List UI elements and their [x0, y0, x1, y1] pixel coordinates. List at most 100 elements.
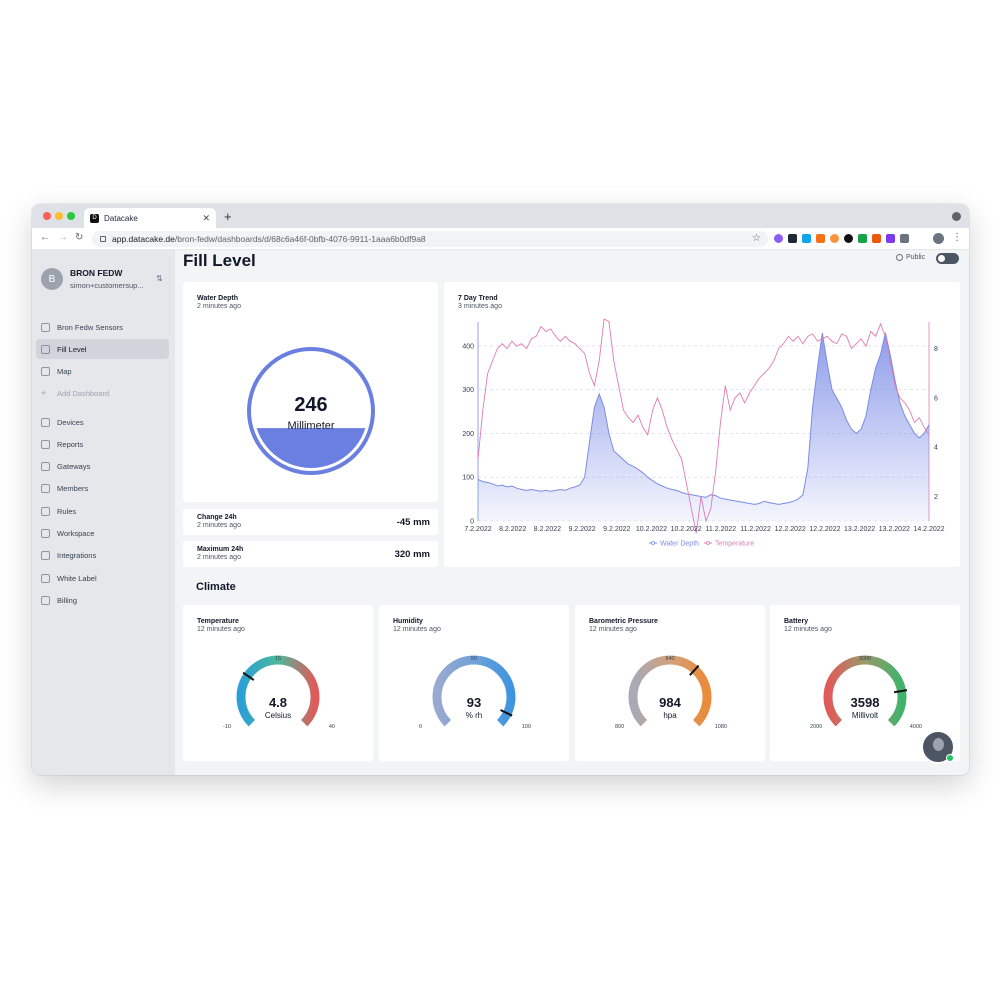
chart-icon [41, 366, 50, 376]
x-tick-label: 14.2.2022 [913, 526, 944, 533]
sidebar-item-rules[interactable]: Rules [36, 501, 169, 521]
tab-bar: D Datacake ✕ + [32, 204, 969, 228]
extension-icon[interactable] [844, 234, 853, 243]
gauge-min-label: 0 [419, 724, 423, 730]
legend-label[interactable]: Water Depth [660, 541, 699, 548]
maximum-24h-value: 320 mm [394, 549, 430, 560]
sidebar-item-integrations[interactable]: Integrations [36, 545, 169, 565]
bookmark-star-icon[interactable]: ☆ [752, 233, 761, 244]
sidebar-item-add-dashboard[interactable]: + Add Dashboard [36, 383, 169, 403]
gauge-mid-label: 15 [274, 656, 282, 662]
document-icon [41, 439, 50, 449]
extension-icon[interactable] [872, 234, 881, 243]
public-label: Public [906, 254, 926, 261]
reload-icon[interactable]: ↻ [75, 232, 84, 243]
x-tick-label: 12.2.2022 [809, 526, 840, 533]
water-depth-area [478, 332, 929, 521]
public-indicator: Public [896, 254, 925, 261]
sidebar-item-gateways[interactable]: Gateways [36, 456, 169, 476]
card-updated: 12 minutes ago [784, 626, 832, 633]
maximum-24h-card: Maximum 24h 2 minutes ago 320 mm [183, 541, 438, 567]
gauge-arc [628, 655, 712, 727]
climate-section-title: Climate [196, 581, 236, 593]
legend-label[interactable]: Temperature [715, 541, 754, 548]
lock-icon [100, 236, 106, 242]
y-left-tick-label: 300 [462, 387, 474, 394]
extension-icon[interactable] [774, 234, 783, 243]
workspace-switcher[interactable]: B BRON FEDW simon+customersup... [41, 268, 144, 290]
gauge-needle [500, 709, 513, 717]
sidebar-item-map[interactable]: Map [36, 361, 169, 381]
sidebar-item-label: Add Dashboard [57, 388, 110, 398]
antenna-icon [41, 461, 50, 471]
temperature-line [477, 318, 930, 534]
maximize-window-button[interactable] [67, 212, 75, 220]
toggle-knob [938, 255, 945, 262]
extension-icon[interactable] [802, 234, 811, 243]
public-toggle[interactable] [936, 253, 959, 264]
y-left-tick-label: 0 [470, 519, 474, 526]
y-right-tick-label: 2 [934, 494, 938, 501]
sidebar-item-devices[interactable]: Devices [36, 412, 169, 432]
legend-marker [651, 541, 655, 545]
gauge-mid-label: 50 [470, 656, 478, 662]
browser-tab[interactable]: D Datacake ✕ [84, 208, 216, 228]
sidebar-item-label: Gateways [57, 461, 91, 471]
gauge-max-label: 1080 [714, 724, 727, 730]
x-tick-label: 10.2.2022 [671, 526, 702, 533]
gauge-needle [242, 671, 255, 681]
tab-close-icon[interactable]: ✕ [202, 212, 210, 223]
browser-menu-icon[interactable]: ⋮ [952, 232, 962, 243]
gauge-needle [689, 664, 700, 676]
x-tick-label: 7.2.2022 [464, 526, 491, 533]
gauge-value: 984 [659, 695, 681, 710]
sidebar-item-workspace[interactable]: Workspace [36, 523, 169, 543]
support-chat-button[interactable] [921, 730, 955, 764]
tab-search-icon[interactable] [952, 212, 961, 221]
sidebar: B BRON FEDW simon+customersup... ⇅ Bron … [32, 250, 175, 775]
gauge-card-barometric-pressure: Barometric Pressure 12 minutes ago 984 hpa 8… [575, 605, 765, 761]
fill-level-gauge [247, 347, 375, 475]
gauge [236, 655, 320, 727]
forward-arrow-icon[interactable]: → [58, 232, 68, 243]
sidebar-item-white-label[interactable]: White Label [36, 568, 169, 588]
card-updated: 12 minutes ago [589, 626, 637, 633]
sidebar-item-reports[interactable]: Reports [36, 434, 169, 454]
chevron-updown-icon[interactable]: ⇅ [156, 274, 163, 283]
card-title: Water Depth [197, 295, 238, 302]
card-updated: 3 minutes ago [458, 303, 502, 310]
back-arrow-icon[interactable]: ← [40, 232, 50, 243]
extension-icon[interactable] [886, 234, 895, 243]
card-title: Maximum 24h [197, 546, 244, 553]
trend-chart[interactable]: 0 100 200 300 400 2 4 6 8 7.2.2022 8.2.2022 8.2.202… [444, 282, 960, 567]
minimize-window-button[interactable] [55, 212, 63, 220]
card-title: Humidity [393, 618, 423, 625]
gauge-min-label: 800 [615, 724, 625, 730]
sidebar-item-bron-fedw-sensors[interactable]: Bron Fedw Sensors [36, 317, 169, 337]
sidebar-item-label: White Label [57, 573, 97, 583]
sidebar-item-fill-level[interactable]: Fill Level [36, 339, 169, 359]
extension-icon[interactable] [788, 234, 797, 243]
gauge-unit: % rh [465, 711, 483, 720]
sidebar-item-members[interactable]: Members [36, 478, 169, 498]
building-icon [41, 528, 50, 538]
chart-icon [41, 344, 50, 354]
sidebar-item-label: Members [57, 483, 89, 493]
gauge-max-label: 4000 [909, 724, 922, 730]
x-tick-label: 11.2.2022 [706, 526, 737, 533]
extension-icon[interactable] [830, 234, 839, 243]
y-left-tick-label: 400 [462, 343, 474, 350]
sidebar-item-label: Rules [57, 506, 77, 516]
extension-icon[interactable] [858, 234, 867, 243]
extensions-puzzle-icon[interactable] [900, 234, 909, 243]
close-window-button[interactable] [43, 212, 51, 220]
gauge-unit: Millivolt [851, 711, 879, 720]
page-title: Fill Level [183, 251, 256, 270]
url-input[interactable]: app.datacake.de/bron-fedw/dashboards/d/6… [92, 231, 768, 247]
sidebar-item-billing[interactable]: Billing [36, 590, 169, 610]
profile-avatar[interactable] [933, 233, 944, 244]
new-tab-button[interactable]: + [224, 209, 232, 224]
change-24h-card: Change 24h 2 minutes ago -45 mm [183, 509, 438, 535]
extension-icon[interactable] [816, 234, 825, 243]
gauge-min-label: -10 [223, 724, 231, 730]
